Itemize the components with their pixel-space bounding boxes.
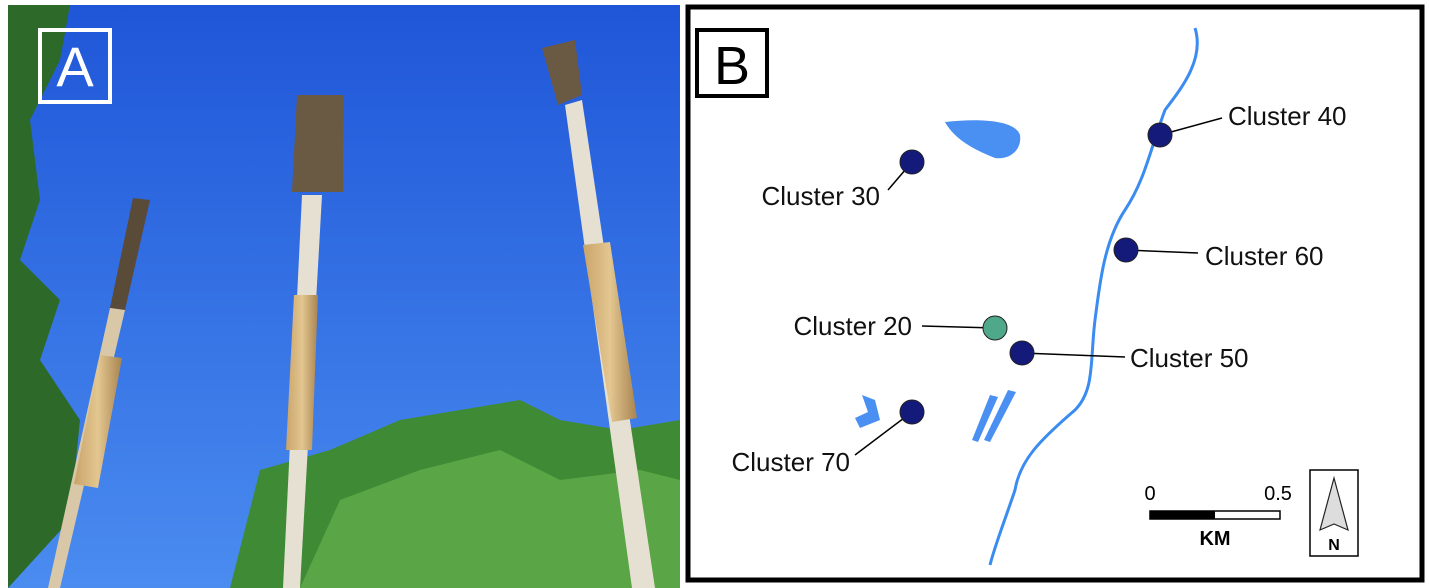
cluster-site — [900, 150, 924, 174]
cluster-label: Cluster 30 — [762, 181, 881, 211]
scale-start: 0 — [1144, 483, 1155, 505]
cluster-site — [1010, 341, 1034, 365]
cluster-label: Cluster 20 — [794, 311, 913, 341]
panel-label: A — [56, 35, 94, 98]
cluster-label: Cluster 50 — [1130, 343, 1249, 373]
scale-end: 0.5 — [1264, 483, 1292, 505]
photo-panel: A — [8, 5, 680, 588]
bat-house — [292, 95, 343, 192]
scale-unit: KM — [1199, 528, 1230, 550]
cluster-site — [1114, 238, 1138, 262]
panel-label: B — [714, 36, 750, 96]
cluster-label: Cluster 70 — [732, 447, 851, 477]
north-label: N — [1328, 537, 1340, 554]
cluster-site — [983, 316, 1007, 340]
cluster-label: Cluster 60 — [1205, 241, 1324, 271]
map-panel: Cluster 40 Cluster 30 Cluster 60 Cluster 20… — [688, 7, 1422, 580]
cluster-label: Cluster 40 — [1228, 101, 1347, 131]
cluster-site — [1148, 123, 1172, 147]
scale-bar-fill — [1150, 511, 1215, 519]
cluster-site — [900, 400, 924, 424]
figure: A Cluster 40Cluster 30Cluster 60Cluster … — [0, 0, 1429, 588]
